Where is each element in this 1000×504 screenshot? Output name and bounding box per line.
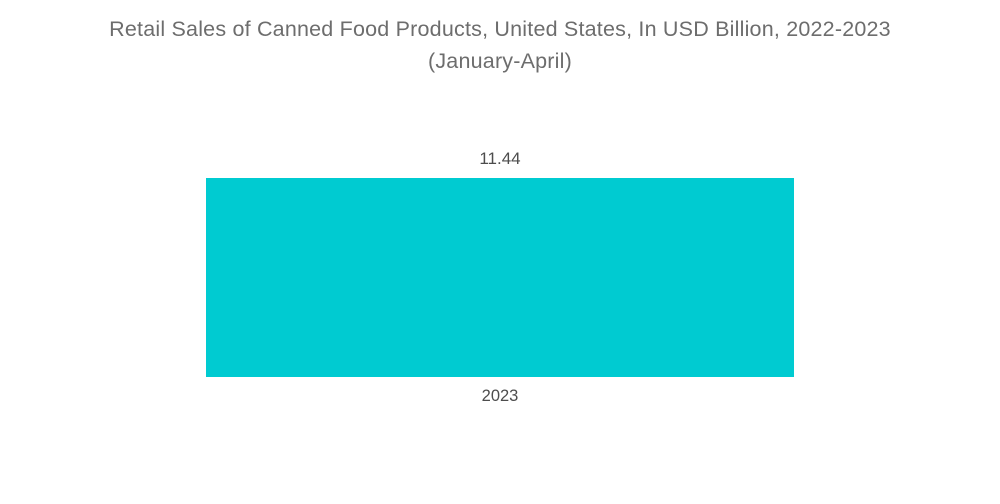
bar-value-label: 11.44 [479, 149, 521, 168]
plot-area: 11.44 2023 [0, 148, 1000, 407]
chart-title-line-2: (January-April) [428, 49, 572, 74]
bar-2023 [206, 178, 794, 377]
x-axis-label-2023: 2023 [481, 387, 519, 405]
bar-group-2023: 11.44 2023 [206, 148, 794, 407]
chart-title: Retail Sales of Canned Food Products, Un… [0, 13, 1000, 78]
chart-title-line-1: Retail Sales of Canned Food Products, Un… [109, 17, 891, 41]
